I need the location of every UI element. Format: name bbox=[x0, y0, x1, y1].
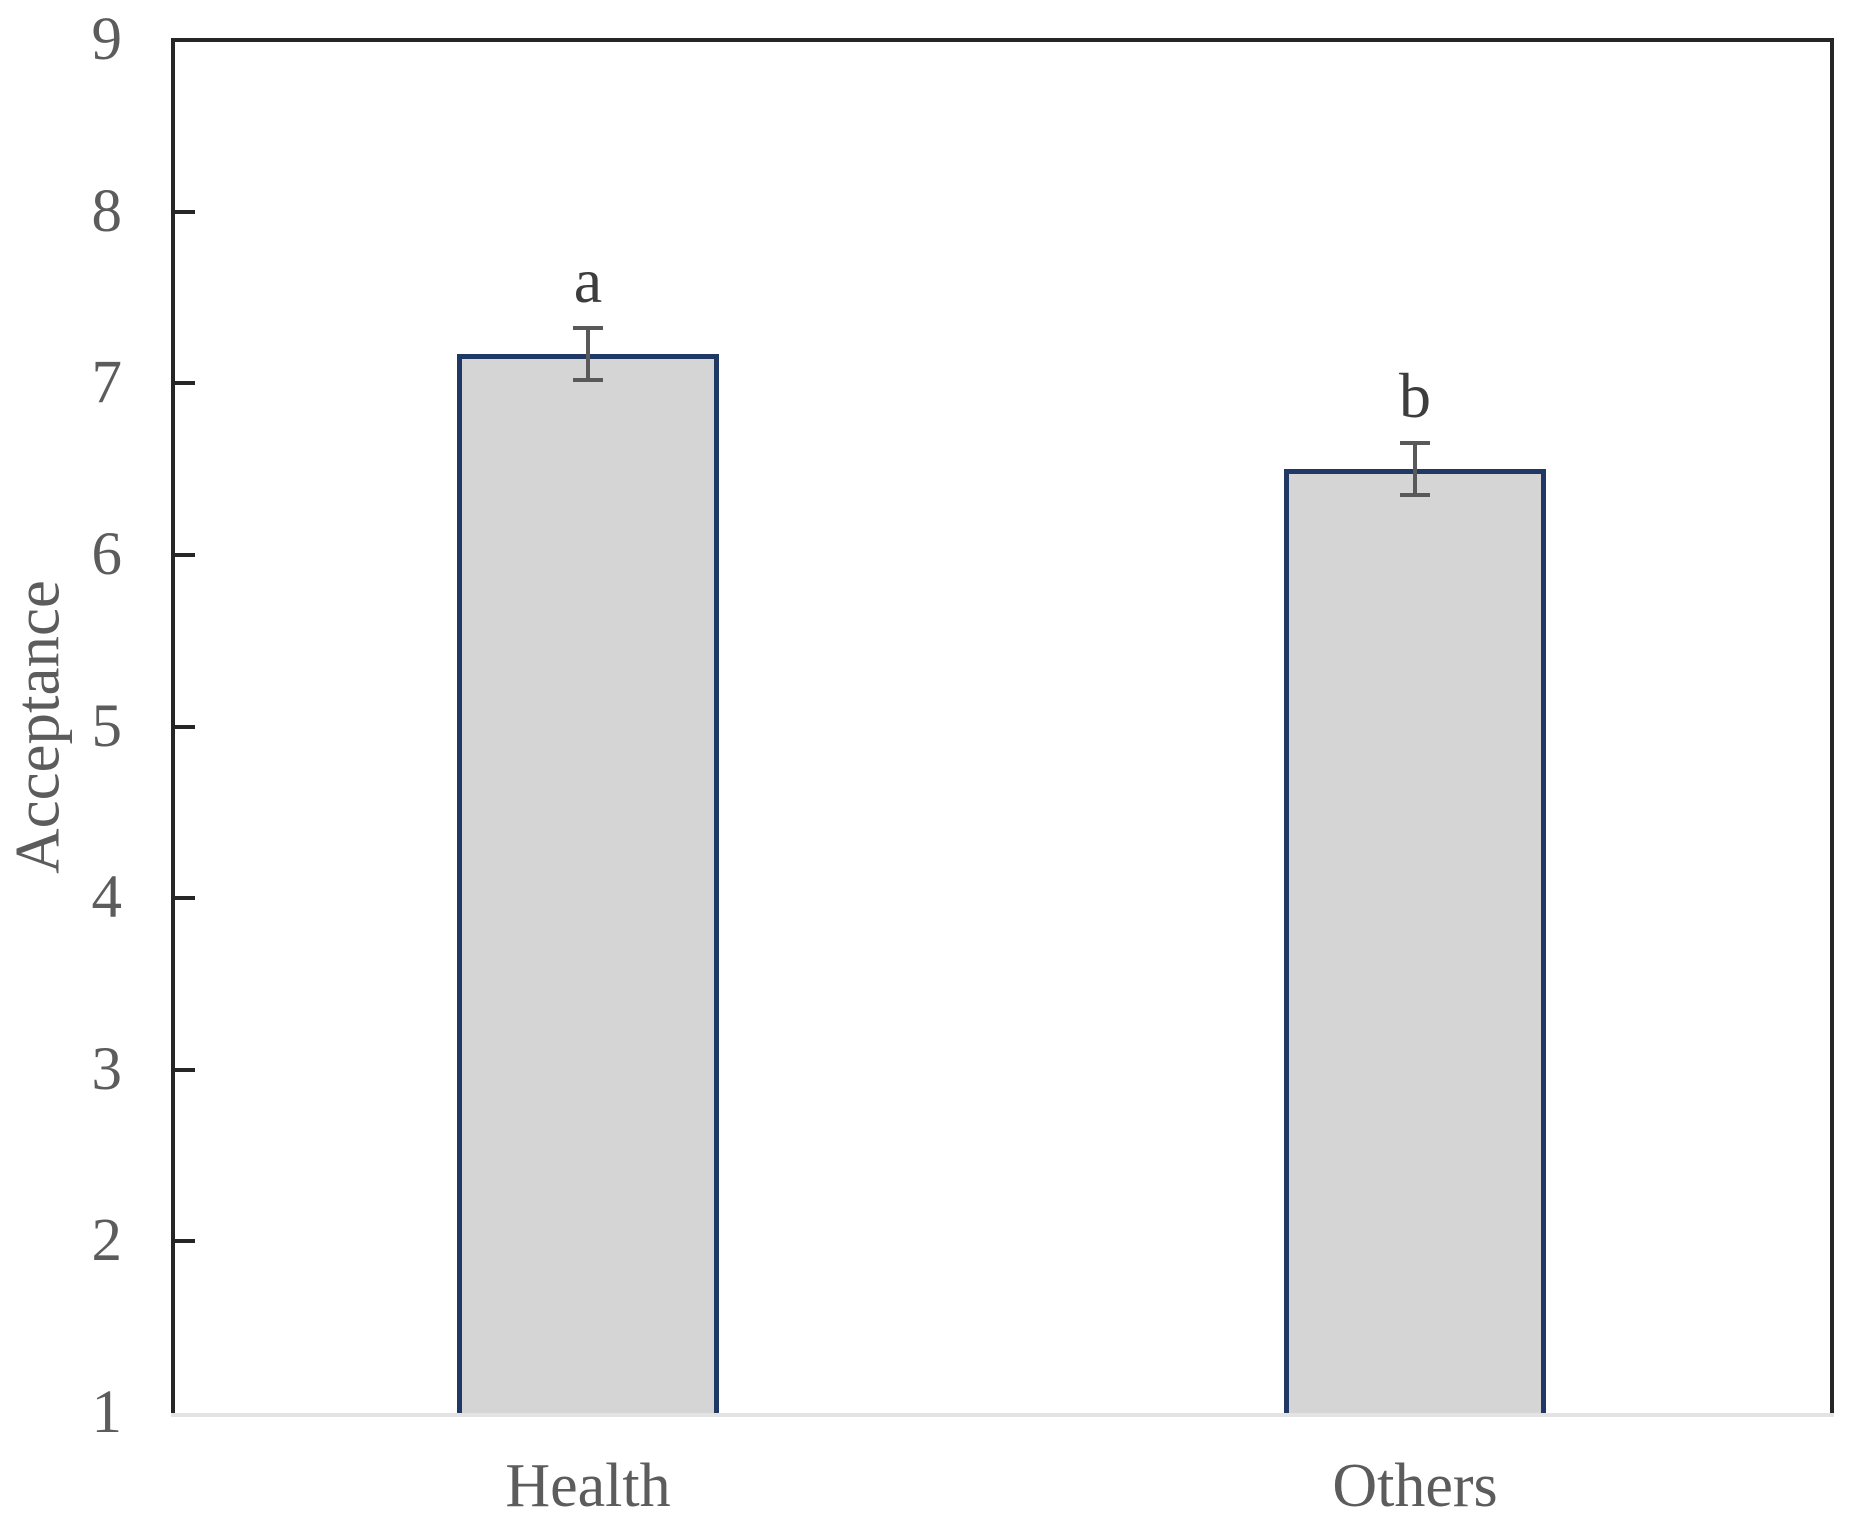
x-axis-label-health: Health bbox=[505, 1452, 671, 1520]
error-bar-cap-top-health bbox=[573, 326, 603, 331]
error-bar-health bbox=[586, 328, 590, 380]
y-tick-label-5: 5 bbox=[91, 692, 123, 760]
y-tick-label-7: 7 bbox=[91, 349, 123, 417]
y-tick-label-3: 3 bbox=[91, 1035, 123, 1103]
y-tick-mark-2 bbox=[175, 1239, 195, 1244]
y-tick-mark-3 bbox=[175, 1067, 195, 1072]
y-tick-mark-8 bbox=[175, 209, 195, 214]
bar-others bbox=[1284, 469, 1546, 1413]
sig-letter-others: b bbox=[1399, 360, 1431, 432]
y-tick-label-4: 4 bbox=[91, 864, 123, 932]
y-tick-label-1: 1 bbox=[91, 1379, 123, 1446]
y-tick-mark-6 bbox=[175, 552, 195, 557]
x-axis-baseline bbox=[171, 1413, 1834, 1417]
error-bar-others bbox=[1413, 443, 1417, 495]
y-tick-label-2: 2 bbox=[91, 1207, 123, 1275]
y-tick-label-8: 8 bbox=[91, 177, 123, 245]
y-tick-label-6: 6 bbox=[91, 520, 123, 588]
plot-area bbox=[171, 38, 1834, 1417]
error-bar-cap-bottom-others bbox=[1400, 492, 1430, 497]
y-tick-mark-5 bbox=[175, 724, 195, 729]
bar-health bbox=[457, 354, 719, 1413]
x-axis-label-others: Others bbox=[1332, 1452, 1498, 1520]
error-bar-cap-top-others bbox=[1400, 441, 1430, 446]
y-tick-mark-4 bbox=[175, 896, 195, 901]
y-tick-label-9: 9 bbox=[91, 6, 123, 73]
sig-letter-health: a bbox=[573, 245, 603, 317]
error-bar-cap-bottom-health bbox=[573, 377, 603, 382]
y-tick-mark-7 bbox=[175, 381, 195, 386]
